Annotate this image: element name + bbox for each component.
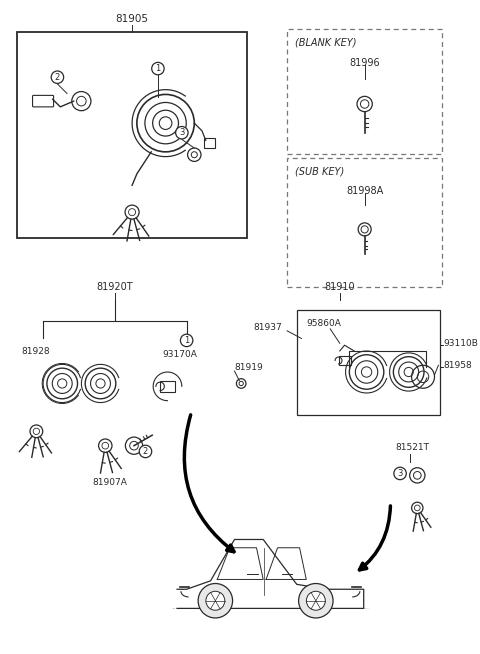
Text: 3: 3 <box>179 128 184 137</box>
Text: 81905: 81905 <box>116 14 149 24</box>
Bar <box>160 381 175 392</box>
Bar <box>297 310 440 415</box>
Text: 81907A: 81907A <box>93 477 128 487</box>
Circle shape <box>152 62 164 75</box>
Text: 81928: 81928 <box>21 347 50 356</box>
Text: 2: 2 <box>55 73 60 82</box>
Circle shape <box>176 126 188 139</box>
Circle shape <box>51 71 64 84</box>
Text: 81521T: 81521T <box>396 443 429 452</box>
Bar <box>287 158 442 287</box>
Circle shape <box>198 583 233 618</box>
Text: 81998A: 81998A <box>346 186 384 196</box>
Bar <box>338 356 350 365</box>
Text: 81937: 81937 <box>253 322 282 332</box>
Text: (SUB KEY): (SUB KEY) <box>295 166 344 176</box>
Text: 1: 1 <box>156 64 160 73</box>
Text: 81920T: 81920T <box>96 282 133 292</box>
Text: 81919: 81919 <box>235 363 263 371</box>
Circle shape <box>306 591 325 610</box>
Text: 81996: 81996 <box>349 58 380 68</box>
Bar <box>287 29 442 154</box>
Text: 2: 2 <box>143 447 148 456</box>
Text: 93110B: 93110B <box>443 339 478 348</box>
Text: 81958: 81958 <box>443 361 472 370</box>
Text: 1: 1 <box>184 336 189 345</box>
Bar <box>17 32 247 238</box>
Circle shape <box>206 591 225 610</box>
Text: 81910: 81910 <box>324 282 355 292</box>
Circle shape <box>180 334 193 347</box>
Circle shape <box>299 583 333 618</box>
Circle shape <box>139 445 152 458</box>
Text: (BLANK KEY): (BLANK KEY) <box>295 38 356 48</box>
Polygon shape <box>177 540 364 608</box>
Circle shape <box>394 467 406 479</box>
Text: 95860A: 95860A <box>306 318 341 328</box>
Text: 93170A: 93170A <box>163 351 197 359</box>
Text: 3: 3 <box>397 469 403 478</box>
